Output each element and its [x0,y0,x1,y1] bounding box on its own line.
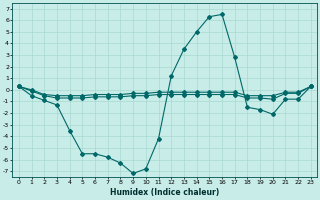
X-axis label: Humidex (Indice chaleur): Humidex (Indice chaleur) [110,188,220,197]
